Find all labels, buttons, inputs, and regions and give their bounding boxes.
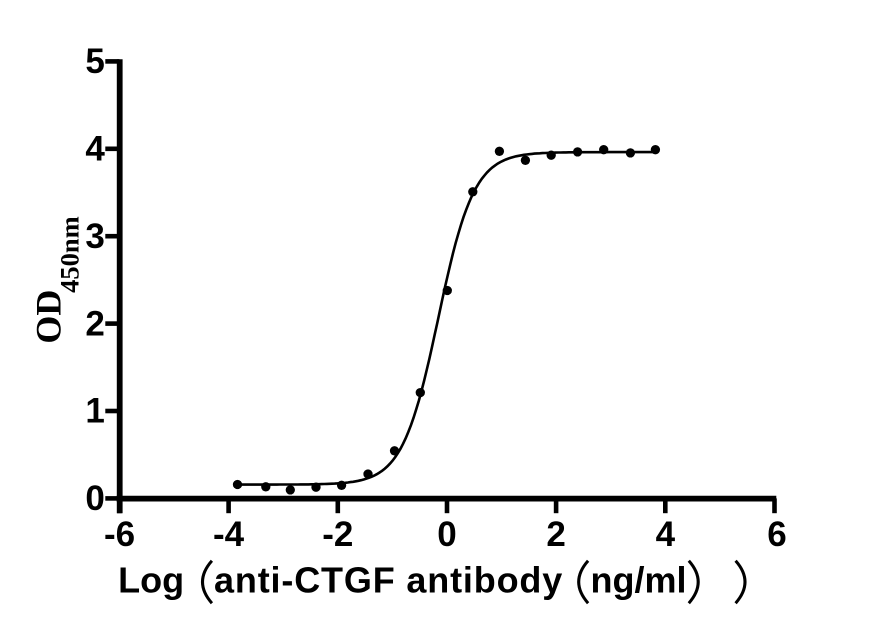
svg-text:-4: -4 [213,515,245,554]
svg-text:-2: -2 [322,515,353,554]
svg-text:0: 0 [85,479,104,518]
svg-text:5: 5 [85,42,104,81]
svg-text:ng/ml: ng/ml [591,560,687,601]
svg-text:anti-CTGF antibody: anti-CTGF antibody [214,560,563,601]
svg-text:OD: OD [28,290,68,344]
svg-text:Log: Log [118,560,184,601]
svg-text:6: 6 [767,515,786,554]
svg-text:-6: -6 [104,515,135,554]
svg-text:2: 2 [546,515,565,554]
svg-text:1: 1 [85,392,104,431]
svg-text:2: 2 [85,304,104,343]
svg-text:4: 4 [656,515,676,554]
svg-text:450nm: 450nm [54,216,84,293]
svg-text:0: 0 [437,515,456,554]
svg-text:4: 4 [85,130,105,169]
svg-text:3: 3 [85,217,104,256]
